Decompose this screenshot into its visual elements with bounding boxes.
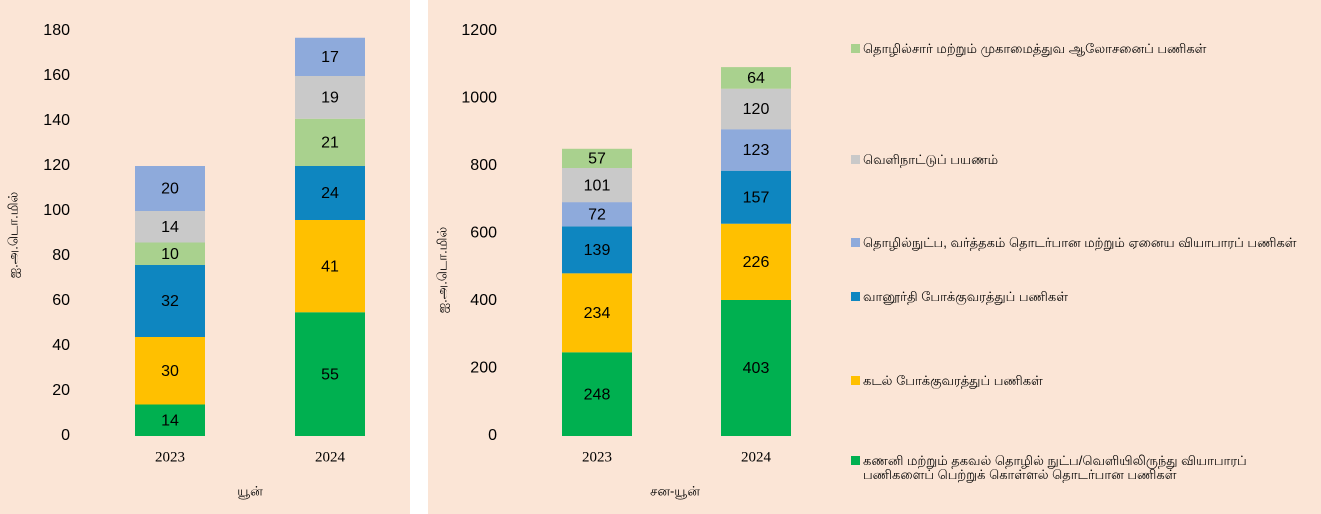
data-label: 57 [588, 151, 606, 168]
data-label: 30 [161, 363, 179, 380]
bar-segment [295, 76, 365, 119]
y-tick-label: 40 [52, 337, 70, 354]
data-label: 32 [161, 293, 179, 310]
bar-segment [295, 166, 365, 220]
data-label: 20 [161, 181, 179, 198]
bar-segment [135, 242, 205, 265]
y-tick-label: 600 [470, 225, 497, 242]
data-label: 64 [747, 70, 765, 87]
x-tick-label: 2024 [315, 449, 346, 465]
data-label: 101 [584, 177, 611, 194]
legend-swatch [851, 155, 860, 164]
y-tick-label: 160 [43, 67, 70, 84]
y-tick-label: 140 [43, 112, 70, 129]
bar-segment [721, 299, 791, 436]
y-tick-label: 100 [43, 202, 70, 219]
y-tick-label: 120 [43, 157, 70, 174]
data-label: 24 [321, 185, 339, 202]
data-label: 10 [161, 246, 179, 263]
data-label: 157 [743, 189, 770, 206]
data-label: 123 [743, 142, 770, 159]
data-label: 72 [588, 206, 606, 223]
legend-label: கணனி மற்றும் தகவல் தொழில் நுட்ப/வெளியிலி… [863, 453, 1247, 482]
bar-segment [135, 166, 205, 211]
y-tick-label: 60 [52, 292, 70, 309]
bar-segment [295, 220, 365, 313]
y-tick-label: 0 [61, 427, 70, 444]
x-axis-label: யூன் [237, 483, 263, 498]
y-tick-label: 1200 [461, 22, 497, 39]
y-tick-label: 80 [52, 247, 70, 264]
legend-item: தொழில்நுட்ப, வர்த்தகம் தொடர்பான மற்றும் … [851, 236, 1303, 250]
y-tick-label: 0 [488, 427, 497, 444]
y-tick-label: 800 [470, 157, 497, 174]
data-label: 55 [321, 366, 339, 383]
bar-segment [295, 118, 365, 166]
panel [428, 0, 1321, 514]
data-label: 226 [743, 254, 770, 271]
bar-segment [721, 129, 791, 171]
data-label: 403 [743, 360, 770, 377]
data-label: 248 [584, 386, 611, 403]
legend-item: வானூர்தி போக்குவரத்துப் பணிகள் [851, 290, 1303, 304]
legend-swatch [851, 456, 860, 465]
bar-segment [135, 211, 205, 243]
y-tick-label: 200 [470, 360, 497, 377]
legend-label: வெளிநாட்டுப் பயணம் [863, 152, 999, 167]
bar-segment [721, 67, 791, 89]
bar-segment [562, 226, 632, 274]
x-tick-label: 2024 [741, 449, 772, 465]
data-label: 139 [584, 242, 611, 259]
y-axis-label: ஐ.அ.டொ.மில் [434, 227, 449, 314]
legend-label: தொழில்சார் மற்றும் முகாமைத்துவ ஆலோசனைப் … [863, 41, 1207, 56]
legend-label: கடல் போக்குவரத்துப் பணிகள் [863, 373, 1043, 388]
legend-label: வானூர்தி போக்குவரத்துப் பணிகள் [863, 289, 1068, 304]
legend-item: தொழில்சார் மற்றும் முகாமைத்துவ ஆலோசனைப் … [851, 42, 1303, 56]
bar-segment [721, 170, 791, 224]
data-label: 234 [584, 305, 611, 322]
data-label: 41 [321, 258, 339, 275]
legend-swatch [851, 44, 860, 53]
y-tick-label: 180 [43, 22, 70, 39]
data-label: 21 [321, 135, 339, 152]
bar-segment [135, 265, 205, 337]
bar-segment [562, 148, 632, 169]
bar-segment [721, 88, 791, 130]
bar-segment [721, 223, 791, 300]
bar-segment [562, 168, 632, 203]
legend-item: கணனி மற்றும் தகவல் தொழில் நுட்ப/வெளியிலி… [851, 454, 1303, 482]
bar-segment [295, 37, 365, 76]
legend-swatch [851, 376, 860, 385]
x-tick-label: 2023 [155, 449, 185, 465]
y-axis-label: ஐ.அ.டொ.மில் [5, 192, 20, 279]
data-label: 14 [161, 219, 179, 236]
data-label: 14 [161, 412, 179, 429]
bar-segment [295, 312, 365, 436]
bar-segment [135, 404, 205, 436]
bar-segment [562, 352, 632, 436]
data-label: 17 [321, 49, 339, 66]
bar-segment [562, 273, 632, 353]
data-label: 120 [743, 101, 770, 118]
legend-label: தொழில்நுட்ப, வர்த்தகம் தொடர்பான மற்றும் … [863, 235, 1297, 250]
legend-swatch [851, 238, 860, 247]
y-tick-label: 20 [52, 382, 70, 399]
bar-segment [562, 202, 632, 227]
legend-swatch [851, 292, 860, 301]
bar-segment [135, 337, 205, 405]
legend-item: கடல் போக்குவரத்துப் பணிகள் [851, 374, 1303, 388]
y-tick-label: 1000 [461, 90, 497, 107]
x-tick-label: 2023 [582, 449, 612, 465]
x-axis-label: சன-யூன் [650, 483, 700, 498]
data-label: 19 [321, 90, 339, 107]
legend-item: வெளிநாட்டுப் பயணம் [851, 153, 1303, 167]
y-tick-label: 400 [470, 292, 497, 309]
